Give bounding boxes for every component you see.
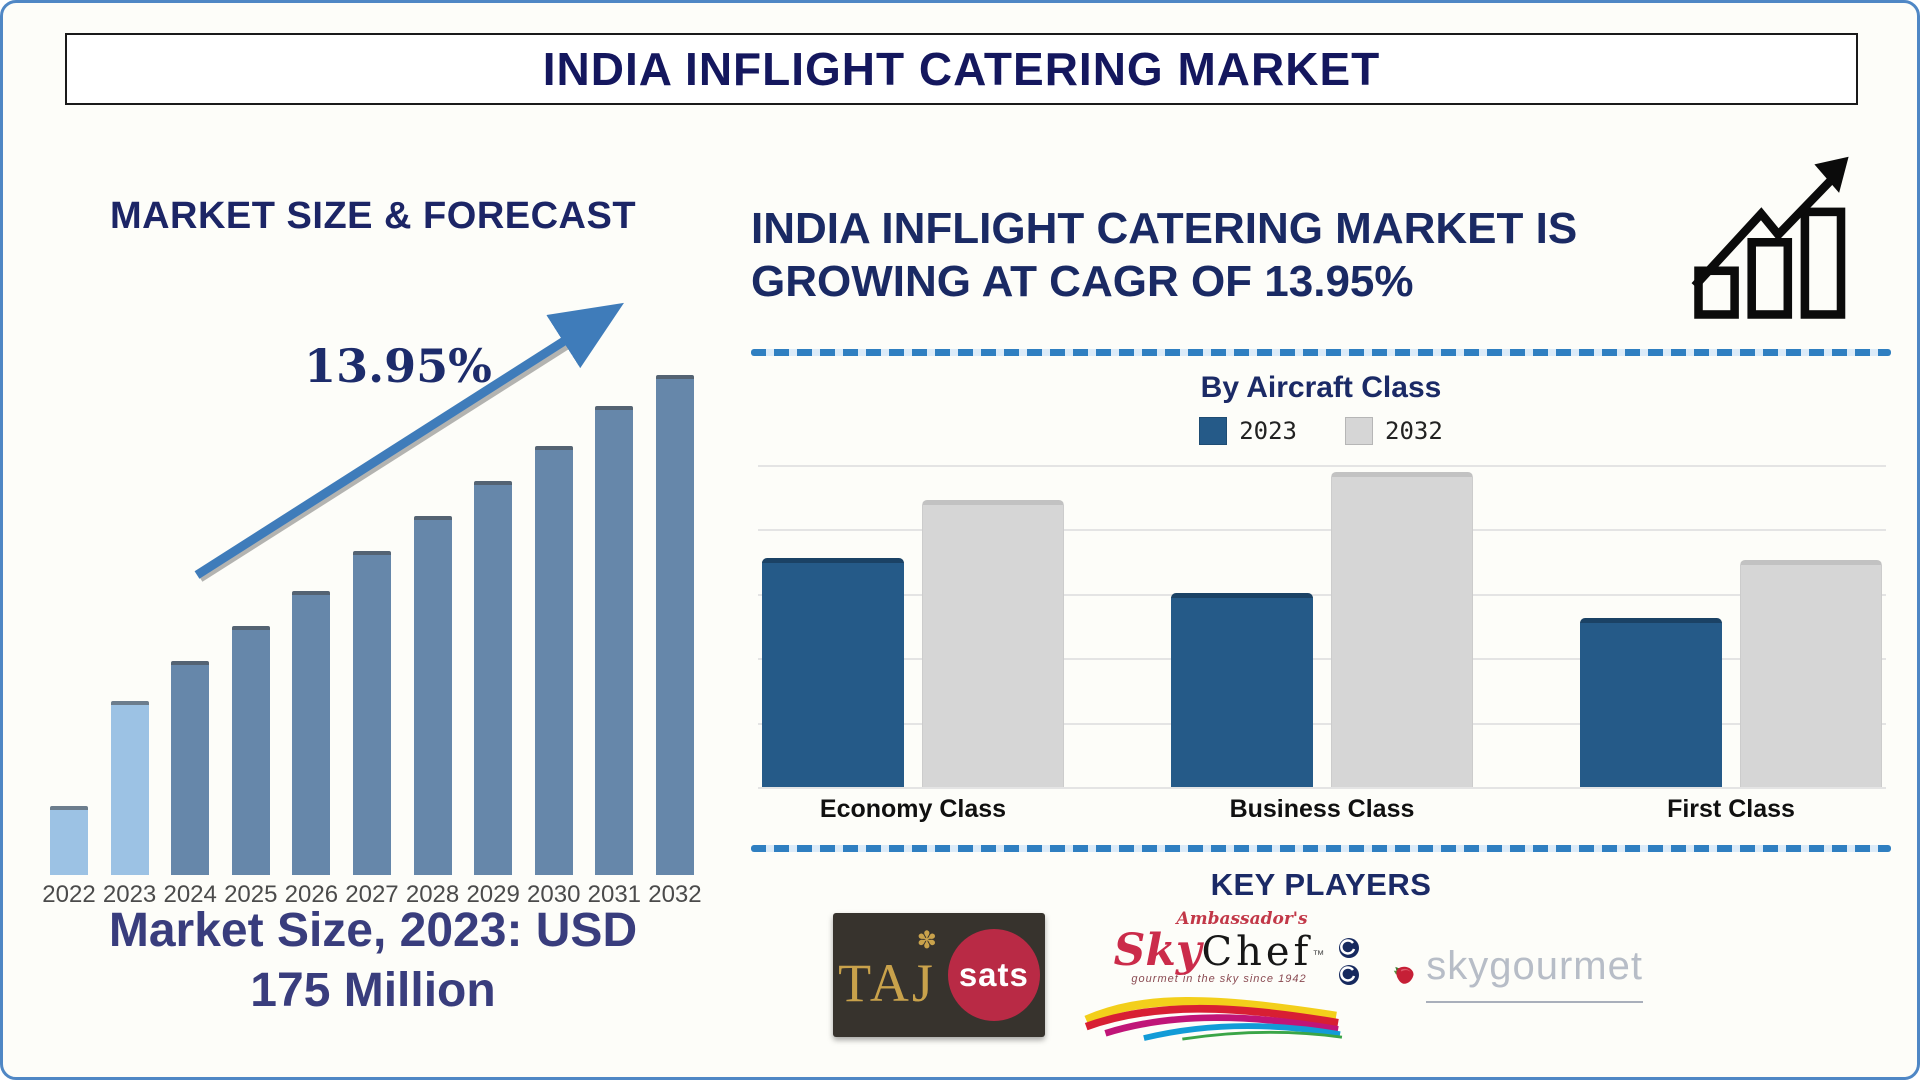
bar-2022 xyxy=(50,806,88,875)
category-label: First Class xyxy=(1667,795,1795,823)
bar-economy-class-2023 xyxy=(762,558,904,787)
sky-text: Sky xyxy=(1113,925,1202,976)
legend-swatch-2023 xyxy=(1199,417,1228,445)
year-label: 2024 xyxy=(163,881,217,908)
right-heading-line1: INDIA INFLIGHT CATERING MARKET IS xyxy=(751,204,1578,253)
left-chart-column: 2023 xyxy=(100,375,160,909)
legend-item-2023: 2023 xyxy=(1199,417,1297,445)
left-chart-column: 2032 xyxy=(645,375,705,909)
ambassadors-script: Ambassador's xyxy=(1176,909,1308,929)
bar-2031 xyxy=(595,406,634,875)
color-wave-swoosh-icon xyxy=(1083,997,1342,1041)
year-label: 2030 xyxy=(527,881,581,908)
gridline xyxy=(758,658,1886,661)
left-chart-column: 2026 xyxy=(281,375,341,909)
legend-swatch-2032 xyxy=(1345,417,1373,445)
bar-2025 xyxy=(231,626,270,875)
logo-skygourmet: skygourmet xyxy=(1393,944,1643,1006)
bar-groups xyxy=(758,465,1886,787)
key-players-logos: TAJ ✽ sats Ambassador's SkyChef™ gourmet… xyxy=(833,905,1643,1045)
right-heading: INDIA INFLIGHT CATERING MARKET IS GROWIN… xyxy=(751,203,1751,309)
dashed-divider-top xyxy=(751,349,1891,356)
bar-2026 xyxy=(292,591,331,875)
category-label: Economy Class xyxy=(819,795,1007,823)
left-chart-column: 2027 xyxy=(342,375,402,909)
category-labels-row: Economy Class Business Class First Class xyxy=(758,795,1886,824)
logo-skychef: Ambassador's SkyChef™ gourmet in the sky… xyxy=(1083,909,1359,1041)
category-label: Business Class xyxy=(1229,795,1415,823)
bar-2028 xyxy=(413,516,452,875)
bar-2023 xyxy=(110,701,149,875)
bar-group-economy-class xyxy=(762,500,1064,787)
market-size-line1: Market Size, 2023: USD xyxy=(108,904,638,957)
market-size-callout: Market Size, 2023: USD 175 Million xyxy=(28,901,718,1021)
year-label: 2023 xyxy=(102,881,157,908)
left-chart-column: 2030 xyxy=(524,375,584,909)
year-label: 2029 xyxy=(466,881,520,908)
legend-label: 2032 xyxy=(1385,417,1443,445)
gridline xyxy=(758,593,1886,596)
skychef-wordmark: SkyChef™ xyxy=(1087,929,1352,973)
legend-item-2032: 2032 xyxy=(1345,417,1443,445)
trademark-symbol: ™ xyxy=(1312,947,1325,962)
market-size-bar-chart: 2022 2023 2024 2025 2026 2027 2028 2029 2030 2031… xyxy=(39,375,705,909)
key-players-heading: KEY PLAYERS xyxy=(1210,867,1432,902)
gridline xyxy=(758,529,1886,532)
aircraft-class-title: By Aircraft Class xyxy=(1200,371,1442,404)
page-title: INDIA INFLIGHT CATERING MARKET xyxy=(542,43,1381,95)
bar-2027 xyxy=(352,551,391,875)
year-label: 2025 xyxy=(224,881,278,908)
growth-bar-chart-icon xyxy=(1691,156,1849,319)
taj-text: TAJ xyxy=(838,953,936,1013)
right-heading-line2: GROWING AT CAGR OF 13.95% xyxy=(751,256,1414,306)
year-label: 2028 xyxy=(405,881,460,908)
bar-economy-class-2032 xyxy=(922,500,1064,787)
bar-group-business-class xyxy=(1171,472,1473,787)
left-chart-column: 2025 xyxy=(221,375,281,909)
certification-badges-icon xyxy=(1338,937,1360,986)
left-chart-column: 2022 xyxy=(39,375,99,909)
year-label: 2026 xyxy=(284,881,339,908)
gridline xyxy=(758,465,1886,467)
left-chart-column: 2028 xyxy=(403,375,463,909)
bar-group-first-class xyxy=(1580,560,1882,787)
title-box: INDIA INFLIGHT CATERING MARKET xyxy=(65,33,1858,105)
market-size-line2: 175 Million xyxy=(250,964,496,1017)
left-chart-column: 2029 xyxy=(463,375,523,909)
gridline xyxy=(758,787,1886,789)
year-label: 2022 xyxy=(42,881,96,908)
skychef-tagline: gourmet in the sky since 1942 xyxy=(1131,973,1307,985)
bar-first-class-2032 xyxy=(1740,560,1882,787)
logo-tajsats: TAJ ✽ sats xyxy=(833,913,1045,1037)
bar-2024 xyxy=(171,661,210,875)
taj-floral-emblem-icon: ✽ xyxy=(916,926,940,954)
gridline xyxy=(758,722,1886,725)
bar-business-class-2023 xyxy=(1171,593,1313,787)
year-label: 2031 xyxy=(587,881,642,908)
bar-2029 xyxy=(474,481,513,875)
taj-wordmark: TAJ ✽ xyxy=(838,928,937,1013)
dashed-divider-bottom xyxy=(751,845,1891,852)
bar-2032 xyxy=(655,375,694,875)
left-chart-heading: MARKET SIZE & FORECAST xyxy=(109,195,637,237)
year-label: 2027 xyxy=(345,881,399,908)
aircraft-class-bar-chart xyxy=(758,465,1886,789)
strawberry-icon xyxy=(1393,966,1414,984)
bar-2030 xyxy=(534,446,573,875)
bar-business-class-2032 xyxy=(1331,472,1473,787)
year-label: 2032 xyxy=(648,881,702,908)
sats-red-circle: sats xyxy=(947,929,1040,1021)
left-chart-column: 2031 xyxy=(584,375,644,909)
cagr-annotation: 13.95% xyxy=(304,339,492,393)
left-chart-column: 2024 xyxy=(160,375,220,909)
sats-text: sats xyxy=(958,956,1029,993)
skygourmet-text: skygourmet xyxy=(1426,944,1643,1003)
legend-label: 2023 xyxy=(1239,417,1297,445)
chef-text: Chef xyxy=(1201,929,1313,975)
bar-first-class-2023 xyxy=(1580,618,1722,787)
chart-legend: 2023 2032 xyxy=(751,417,1891,445)
